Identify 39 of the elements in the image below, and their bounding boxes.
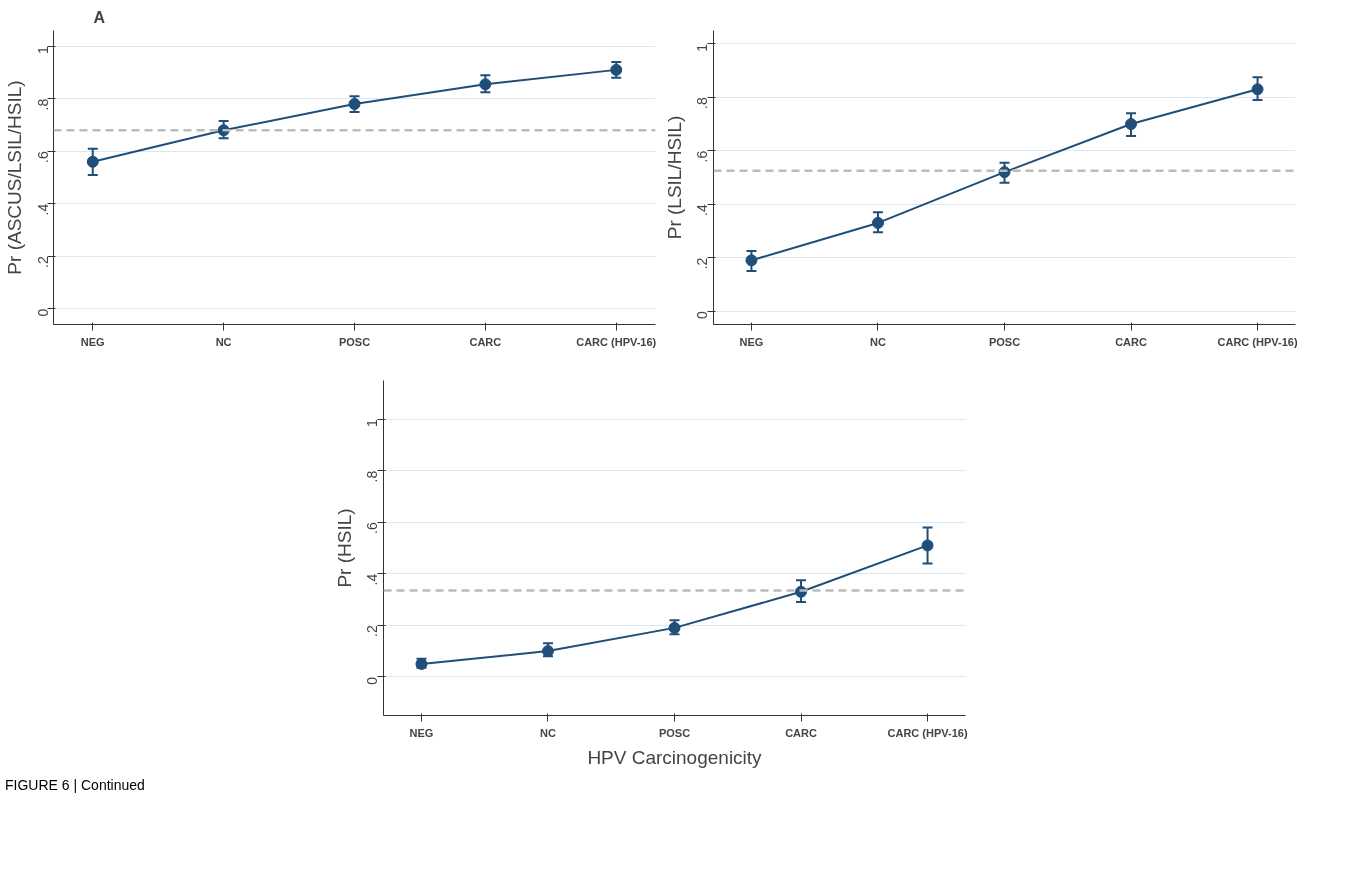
x-tick-label: POSC [658, 726, 691, 739]
x-tick-label: NEG [80, 335, 105, 348]
x-tick-label: CARC [785, 726, 817, 739]
text: A [93, 8, 106, 26]
x-tick-label: NC [870, 335, 886, 348]
y-tick-label: .4 [34, 203, 51, 216]
x-tick-label: NEG [409, 726, 434, 739]
y-tick-label: 1 [34, 46, 51, 55]
y-tick-label: 0 [34, 308, 51, 317]
x-tick-label: POSC [988, 335, 1021, 348]
y-tick-label: .6 [34, 151, 51, 163]
y-tick-label: .8 [694, 97, 711, 109]
x-tick-label: CARC [469, 335, 502, 348]
x-tick-label: CARC [1115, 335, 1147, 348]
x-tick-label: NC [215, 335, 232, 348]
y-tick-label: .6 [364, 522, 381, 534]
x-tick-label: NC [540, 726, 556, 739]
y-axis-title: Pr (ASCUS/LSIL/HSIL) [3, 80, 25, 275]
y-tick-label: .8 [364, 470, 381, 483]
x-tick-label: POSC [338, 335, 371, 348]
y-tick-label: .6 [694, 150, 711, 163]
y-tick-label: .4 [694, 204, 711, 216]
y-tick-label: .2 [694, 257, 711, 270]
y-tick-label: .2 [364, 625, 381, 637]
y-tick-label: 0 [694, 310, 711, 319]
x-tick-label: CARC (HPV-16) [1217, 335, 1298, 348]
y-tick-label: 1 [694, 43, 711, 52]
caption: FIGURE 6 | Continued [5, 776, 145, 795]
x-tick-label: CARC (HPV-16) [887, 726, 968, 739]
y-tick-label: 0 [364, 676, 381, 685]
y-axis-title: Pr (HSIL) [333, 508, 355, 588]
y-tick-label: .2 [34, 256, 51, 268]
y-tick-label: .8 [34, 98, 51, 111]
x-tick-label: NEG [739, 335, 764, 348]
x-axis-title: HPV Carcinogenicity [587, 746, 763, 768]
y-axis-title: Pr (LSIL/HSIL) [663, 115, 685, 240]
y-tick-label: 1 [364, 418, 381, 427]
x-tick-label: CARC (HPV-16) [576, 335, 657, 348]
y-tick-label: .4 [364, 573, 381, 586]
